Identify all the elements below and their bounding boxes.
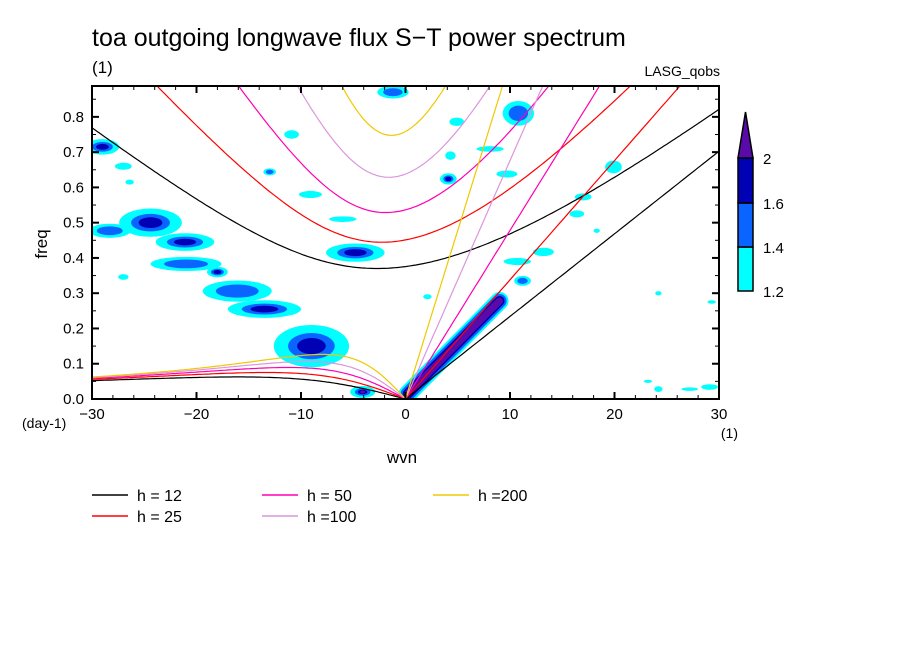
kelvin-curve-h25 <box>405 86 681 399</box>
colorbar-label: 1.2 <box>763 284 784 301</box>
y-units-label: (day-1) <box>22 415 66 431</box>
contour-region-level-2 <box>344 249 367 257</box>
legend-label-h50: h = 50 <box>307 488 352 505</box>
kelvin-curve-h200 <box>404 86 504 399</box>
y-tick-label: 0.4 <box>63 250 84 267</box>
contour-region-level-0 <box>298 190 322 198</box>
legend-label-h25: h = 25 <box>137 509 182 526</box>
contour-region-level-1 <box>96 226 123 236</box>
y-tick-label: 0.5 <box>63 215 84 232</box>
contour-region-level-0 <box>329 216 357 222</box>
colorbar-segment-1.2 <box>737 246 754 292</box>
contour-region-level-1 <box>164 259 209 269</box>
contour-region-level-0 <box>445 151 456 160</box>
ig-n1-curve-h100 <box>296 86 491 178</box>
contour-region-level-0 <box>605 160 622 174</box>
kelvin-curve-h100 <box>404 86 544 399</box>
contour-region-level-0 <box>532 247 554 257</box>
x-tick-label: 10 <box>502 406 519 423</box>
contour-region-level-1 <box>215 284 259 298</box>
y-tick-label: 0.2 <box>63 320 84 337</box>
colorbar-label: 2 <box>763 151 771 168</box>
colorbar-segment-1.4 <box>737 202 754 248</box>
contour-region-level-0 <box>569 210 585 218</box>
contour-region-level-0 <box>423 294 432 300</box>
contour-region-level-2 <box>173 238 197 246</box>
ig-n1-curve-h200 <box>341 86 447 136</box>
contour-region-level-1 <box>383 88 403 97</box>
y-tick-label: 0.1 <box>63 356 84 373</box>
contour-region-level-0 <box>707 300 716 304</box>
axis-ticks: −30 −20 −10 0 10 20 30 0.0 0.1 0.2 0.3 0.4 0.5 0.6 0.7… <box>63 86 727 423</box>
contour-region-level-0 <box>125 179 134 185</box>
contour-region-level-0 <box>593 228 600 233</box>
y-tick-label: 0.6 <box>63 179 84 196</box>
er-n1-curve-h12 <box>92 376 406 399</box>
er-n1-curve-h100 <box>92 360 406 399</box>
y-tick-label: 0.7 <box>63 144 84 161</box>
er-n1-curve-h50 <box>92 366 406 399</box>
x-tick-label: −30 <box>79 406 104 423</box>
x-tick-label: 30 <box>711 406 728 423</box>
ig-n1-curve-h12 <box>92 108 719 270</box>
contour-region-level-0 <box>496 170 518 178</box>
x-tick-label: −20 <box>184 406 209 423</box>
contour-region-level-2 <box>213 270 222 275</box>
contour-region-level-0 <box>449 117 465 127</box>
x-tick-label: 0 <box>401 406 409 423</box>
contour-region-level-0 <box>655 291 662 296</box>
colorbar-label: 1.6 <box>763 196 784 213</box>
legend-label-h100: h =100 <box>307 509 356 526</box>
colorbar: 1.2 1.4 1.6 2 <box>737 111 784 301</box>
contour-region-level-0 <box>114 162 132 170</box>
contour-region-level-0 <box>654 386 663 392</box>
colorbar-segment-1.6 <box>737 157 754 204</box>
contour-region-level-1 <box>265 169 274 175</box>
contour-region-level-0 <box>284 130 299 139</box>
legend-label-h200: h =200 <box>478 488 527 505</box>
y-tick-label: 0.0 <box>63 391 84 408</box>
y-tick-label: 0.3 <box>63 285 84 302</box>
source-label: LASG_qobs <box>645 63 721 79</box>
er-n1-curve-h25 <box>92 371 406 399</box>
contour-region-level-3 <box>360 390 366 394</box>
contour-region-level-0 <box>681 387 699 391</box>
x-tick-label: −10 <box>288 406 313 423</box>
contour-region-level-2 <box>96 143 109 150</box>
y-tick-label: 0.8 <box>63 109 84 126</box>
colorbar-label: 1.4 <box>763 240 784 257</box>
chart-units-label: (1) <box>92 58 113 77</box>
er-n1-curve-h200 <box>92 353 406 399</box>
kelvin-curve-h12 <box>405 150 719 399</box>
contour-region-level-2 <box>297 338 326 355</box>
colorbar-triangle-2 <box>737 111 754 159</box>
contour-region-level-0 <box>701 384 718 390</box>
contour-region-level-1 <box>517 277 528 284</box>
contour-region-level-0 <box>118 274 129 280</box>
legend: h = 12 h = 25 h = 50 h =100 h =200 <box>92 488 527 526</box>
contour-region-level-2 <box>138 217 163 229</box>
contour-region-level-2 <box>250 305 279 313</box>
kelvin-curve-h50 <box>404 86 601 399</box>
contour-region-level-2 <box>445 176 452 182</box>
legend-label-h12: h = 12 <box>137 488 182 505</box>
dispersion-curves <box>92 86 719 399</box>
contour-region-level-0 <box>643 379 653 383</box>
ig-n1-curve-h25 <box>156 86 632 243</box>
x-tick-label: 20 <box>606 406 623 423</box>
chart-title: toa outgoing longwave flux S−T power spe… <box>92 24 626 52</box>
x-units-label: (1) <box>721 425 738 441</box>
y-axis-label: freq <box>32 229 51 258</box>
contour-region-level-0 <box>476 146 504 152</box>
ig-n1-curve-h50 <box>237 86 550 214</box>
x-axis-label: wvn <box>386 448 417 467</box>
